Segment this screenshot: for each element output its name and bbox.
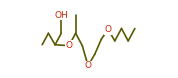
Text: O: O — [105, 25, 112, 34]
Text: O: O — [66, 41, 72, 50]
Text: O: O — [85, 61, 91, 70]
Text: OH: OH — [54, 11, 68, 20]
